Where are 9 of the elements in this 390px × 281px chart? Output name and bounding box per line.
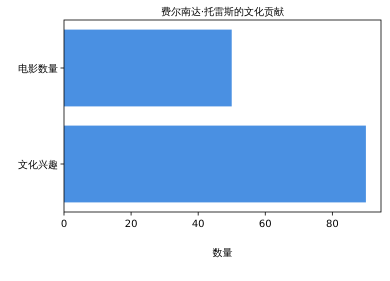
x-axis-title: 数量 bbox=[212, 248, 232, 259]
y-tick-label: 电影数量 bbox=[18, 63, 58, 75]
x-tick-label: 40 bbox=[192, 219, 205, 230]
x-tick-label: 20 bbox=[124, 219, 138, 230]
chart-title: 费尔南达·托雷斯的文化贡献 bbox=[160, 6, 284, 18]
x-tick-label: 60 bbox=[258, 219, 272, 230]
y-tick-label: 文化兴趣 bbox=[18, 159, 58, 171]
x-tick-label: 80 bbox=[326, 219, 339, 230]
x-tick-label: 0 bbox=[60, 219, 68, 230]
